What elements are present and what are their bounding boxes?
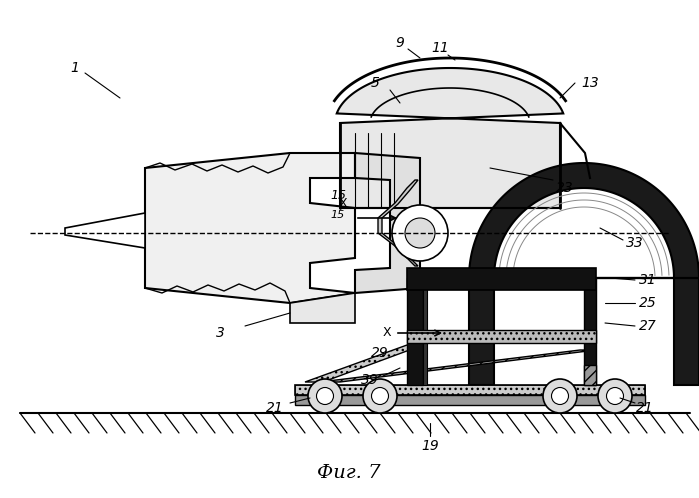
Text: 29: 29 (371, 346, 389, 360)
Circle shape (552, 387, 568, 404)
Text: 3: 3 (215, 326, 224, 340)
Text: 5: 5 (370, 76, 380, 90)
Text: 39: 39 (361, 373, 379, 387)
Circle shape (598, 379, 632, 413)
Text: 11: 11 (431, 41, 449, 55)
Circle shape (308, 379, 342, 413)
Polygon shape (378, 180, 418, 266)
Text: X: X (382, 327, 391, 340)
Text: 31: 31 (639, 273, 657, 287)
Text: 23: 23 (556, 181, 574, 195)
Circle shape (392, 205, 448, 261)
Polygon shape (65, 213, 145, 248)
Bar (295, 385, 645, 395)
Text: 15: 15 (330, 189, 346, 202)
Text: X: X (339, 197, 347, 210)
Text: 21: 21 (636, 401, 654, 415)
Polygon shape (290, 293, 355, 323)
Bar (407, 278, 423, 385)
Polygon shape (407, 330, 596, 343)
Bar (295, 395, 645, 405)
Polygon shape (320, 350, 596, 382)
Text: 25: 25 (639, 296, 657, 310)
Text: 1: 1 (71, 61, 80, 75)
Circle shape (405, 218, 435, 248)
Polygon shape (355, 153, 420, 293)
Circle shape (363, 379, 397, 413)
Text: 19: 19 (421, 439, 439, 453)
Text: 27: 27 (639, 319, 657, 333)
Bar (295, 385, 645, 395)
Circle shape (543, 379, 577, 413)
Circle shape (371, 387, 389, 404)
Circle shape (607, 387, 624, 404)
Polygon shape (469, 163, 699, 385)
Text: Фиг. 7: Фиг. 7 (317, 464, 381, 482)
Polygon shape (305, 345, 423, 382)
Bar (407, 268, 596, 290)
Text: 13: 13 (581, 76, 599, 90)
Polygon shape (337, 68, 563, 208)
Text: 33: 33 (626, 236, 644, 250)
Text: 9: 9 (396, 36, 405, 50)
Polygon shape (145, 153, 355, 303)
Bar (423, 278, 427, 385)
Circle shape (317, 387, 333, 404)
Polygon shape (584, 365, 596, 385)
Text: 15: 15 (331, 210, 345, 220)
Text: 21: 21 (266, 401, 284, 415)
Bar (584, 278, 596, 385)
